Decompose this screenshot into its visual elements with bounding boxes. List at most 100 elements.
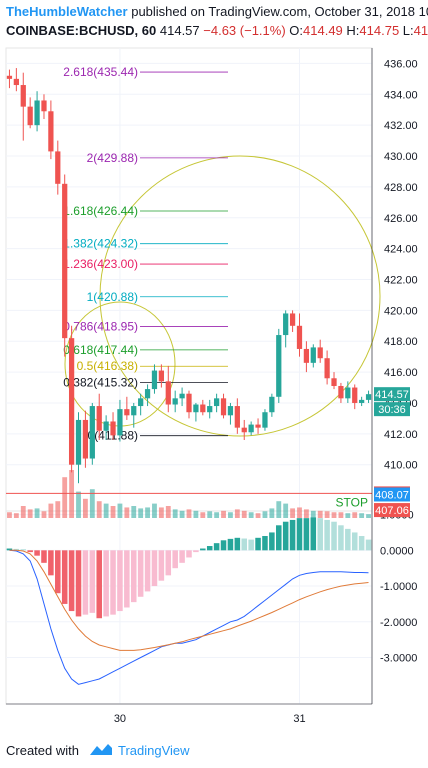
- candle-body[interactable]: [262, 412, 268, 428]
- macd-histogram-bar: [269, 532, 275, 551]
- candle-body[interactable]: [34, 100, 40, 126]
- symbol-line: COINBASE:BCHUSD, 60 414.57 −4.63 (−1.1%)…: [6, 23, 428, 38]
- candle-body[interactable]: [82, 419, 89, 459]
- candle-body[interactable]: [151, 370, 158, 390]
- candle-body[interactable]: [179, 393, 185, 399]
- macd-histogram-bar: [324, 519, 330, 551]
- candle-body[interactable]: [103, 421, 109, 431]
- volume-bar: [234, 509, 240, 518]
- candle-body[interactable]: [289, 313, 296, 326]
- volume-bar: [221, 510, 226, 518]
- candle-body[interactable]: [317, 347, 323, 359]
- macd-histogram-bar: [227, 538, 234, 551]
- candle-body[interactable]: [331, 378, 337, 386]
- macd-histogram-bar: [55, 550, 61, 594]
- candle-body[interactable]: [269, 396, 275, 413]
- candle-body[interactable]: [27, 106, 33, 126]
- price-marker-label: 414.57: [375, 389, 409, 401]
- candle-body[interactable]: [117, 409, 123, 436]
- macd-tick-label: -1.0000: [380, 581, 417, 593]
- volume-bar: [76, 491, 81, 518]
- candle-body[interactable]: [193, 404, 199, 413]
- volume-bar: [179, 510, 185, 518]
- volume-bar: [352, 512, 358, 518]
- candle-body[interactable]: [207, 406, 213, 413]
- candle-body[interactable]: [124, 409, 130, 416]
- candle-body[interactable]: [310, 347, 316, 363]
- candle-body[interactable]: [172, 398, 178, 405]
- tradingview-brand[interactable]: TradingView: [118, 743, 190, 758]
- candle-body[interactable]: [303, 348, 310, 363]
- price-chart[interactable]: 436.00 434.00 432.00 430.00 428.00 426.00 424.…: [0, 44, 428, 734]
- volume-bar: [62, 477, 68, 518]
- macd-histogram-bar: [27, 550, 33, 553]
- volume-bar: [255, 513, 261, 518]
- candle-body[interactable]: [6, 75, 13, 79]
- candle-body[interactable]: [283, 313, 289, 336]
- volume-bar: [48, 503, 54, 518]
- candle-body[interactable]: [96, 406, 102, 431]
- macd-histogram-bar: [241, 538, 248, 551]
- macd-histogram-bar: [358, 536, 365, 551]
- candle-body[interactable]: [41, 100, 47, 112]
- candle-body[interactable]: [200, 404, 206, 413]
- symbol-label: COINBASE:BCHUSD, 60: [6, 23, 157, 38]
- candle-body[interactable]: [241, 427, 247, 433]
- low-value: 41: [413, 23, 428, 38]
- volume-bar: [262, 511, 268, 518]
- candle-body[interactable]: [186, 393, 192, 413]
- low-key: L:: [402, 23, 414, 38]
- fib-level-label: 0.382(415.32): [63, 376, 138, 390]
- macd-histogram-bar: [6, 548, 13, 551]
- fib-level-label: 1.236(423.00): [63, 257, 138, 271]
- candle-body[interactable]: [324, 358, 330, 379]
- candle-body[interactable]: [359, 399, 365, 403]
- tradingview-logo-icon[interactable]: [88, 743, 114, 757]
- candle-body[interactable]: [89, 406, 95, 459]
- ellipse-drawing[interactable]: [99, 155, 381, 437]
- candle-body[interactable]: [338, 385, 344, 399]
- candle-body[interactable]: [248, 424, 254, 433]
- fib-level-label: 2(429.88): [87, 151, 138, 165]
- candle-body[interactable]: [48, 111, 54, 152]
- candle-body[interactable]: [144, 389, 151, 399]
- candle-body[interactable]: [365, 394, 372, 400]
- volume-bar: [228, 512, 233, 518]
- candle-body[interactable]: [352, 387, 358, 403]
- candle-body[interactable]: [296, 325, 303, 349]
- candle-body[interactable]: [110, 421, 116, 436]
- price-tick-label: 432.00: [384, 120, 418, 132]
- candle-body[interactable]: [234, 406, 240, 428]
- candle-body[interactable]: [165, 381, 171, 405]
- candle-body[interactable]: [75, 419, 82, 465]
- candle-body[interactable]: [13, 78, 19, 86]
- price-marker: [374, 387, 410, 402]
- candle-body[interactable]: [131, 406, 137, 416]
- candle-body[interactable]: [276, 335, 282, 397]
- macd-histogram-bar: [220, 540, 227, 551]
- candle-body[interactable]: [227, 406, 234, 416]
- macd-histogram-bar: [34, 550, 40, 556]
- volume-bar: [366, 514, 371, 518]
- macd-histogram-bar: [144, 550, 151, 592]
- candle-body[interactable]: [62, 183, 68, 339]
- volume-bar: [7, 512, 12, 518]
- volume-bar: [20, 506, 26, 518]
- volume-bar: [248, 512, 254, 518]
- price-tick-label: 424.00: [384, 244, 418, 256]
- volume-bar: [41, 511, 47, 518]
- candle-body[interactable]: [68, 338, 75, 465]
- price-tick-label: 416.00: [384, 367, 418, 379]
- candle-body[interactable]: [255, 424, 261, 428]
- volume-bar: [331, 512, 337, 518]
- price-tick-label: 428.00: [384, 182, 418, 194]
- candle-body[interactable]: [345, 387, 351, 399]
- candle-body[interactable]: [158, 370, 165, 382]
- candle-body[interactable]: [213, 398, 220, 407]
- volume-bar: [152, 503, 157, 518]
- candle-body[interactable]: [55, 151, 61, 184]
- author-name[interactable]: TheHumbleWatcher: [6, 4, 128, 19]
- candle-body[interactable]: [138, 398, 144, 407]
- candle-body[interactable]: [20, 85, 26, 107]
- candle-body[interactable]: [220, 398, 227, 416]
